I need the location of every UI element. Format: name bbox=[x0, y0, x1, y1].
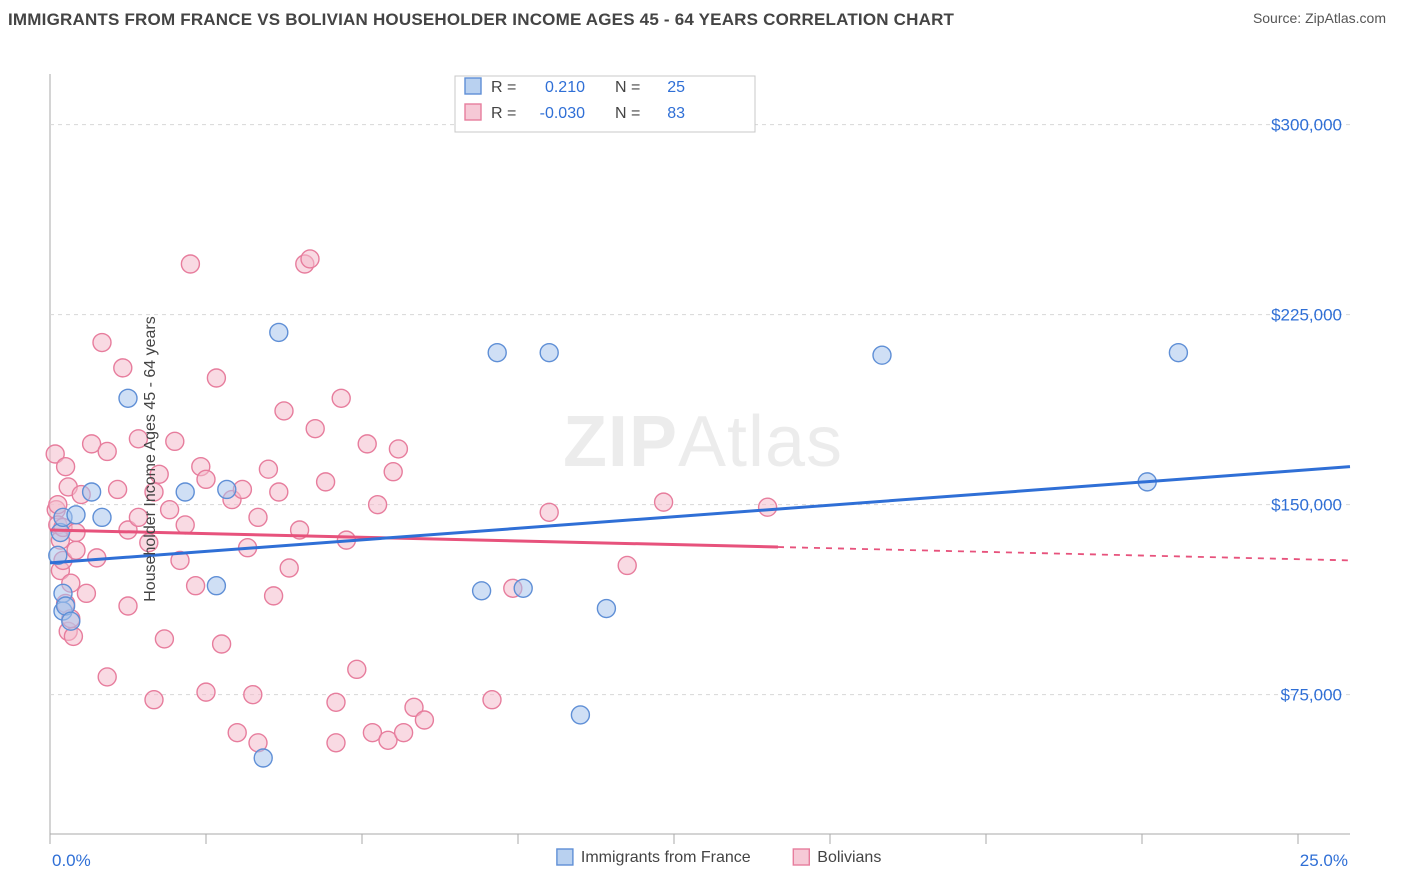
svg-text:$75,000: $75,000 bbox=[1281, 686, 1342, 705]
svg-text:83: 83 bbox=[667, 105, 685, 122]
svg-text:0.210: 0.210 bbox=[545, 79, 585, 96]
regression-bolivians-dashed bbox=[778, 547, 1350, 560]
svg-text:$300,000: $300,000 bbox=[1271, 116, 1342, 135]
svg-text:Immigrants from France: Immigrants from France bbox=[581, 849, 751, 866]
svg-text:25.0%: 25.0% bbox=[1300, 851, 1348, 870]
svg-text:-0.030: -0.030 bbox=[540, 105, 585, 122]
svg-text:0.0%: 0.0% bbox=[52, 851, 91, 870]
chart-area: Householder Income Ages 45 - 64 years ZI… bbox=[0, 34, 1406, 884]
svg-text:$225,000: $225,000 bbox=[1271, 306, 1342, 325]
chart-svg: $75,000 $150,000 $225,000 $300,000 0.0% 25.0%… bbox=[0, 34, 1406, 884]
chart-title: IMMIGRANTS FROM FRANCE VS BOLIVIAN HOUSE… bbox=[8, 10, 954, 30]
svg-text:R =: R = bbox=[491, 105, 516, 122]
bottom-legend: Immigrants from France Bolivians bbox=[557, 849, 881, 866]
svg-text:25: 25 bbox=[667, 79, 685, 96]
svg-text:N =: N = bbox=[615, 105, 640, 122]
source-name: ZipAtlas.com bbox=[1305, 10, 1386, 26]
y-axis-label: Householder Income Ages 45 - 64 years bbox=[142, 316, 160, 602]
source-prefix: Source: bbox=[1253, 10, 1305, 26]
stats-legend: R = 0.210 N = 25 R = -0.030 N = 83 bbox=[455, 76, 755, 132]
series-france bbox=[49, 323, 1188, 767]
svg-text:$150,000: $150,000 bbox=[1271, 496, 1342, 515]
source-label: Source: ZipAtlas.com bbox=[1253, 10, 1386, 26]
svg-text:Bolivians: Bolivians bbox=[817, 849, 881, 866]
svg-text:N =: N = bbox=[615, 79, 640, 96]
svg-text:R =: R = bbox=[491, 79, 516, 96]
